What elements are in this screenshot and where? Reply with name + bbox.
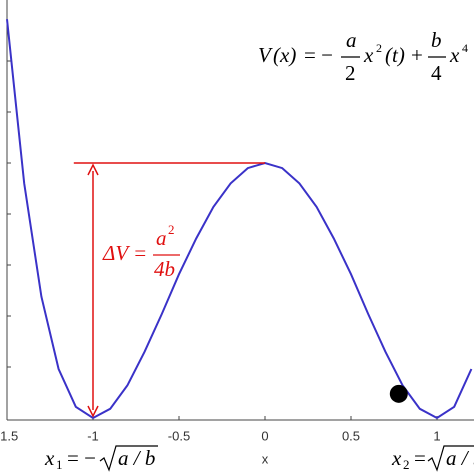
dv-exp: 2 — [168, 222, 175, 237]
eq-num: a — [346, 28, 357, 52]
eq-num: b — [431, 28, 442, 52]
dv-lhs: ΔV = — [102, 241, 147, 265]
root-eq: = − — [67, 446, 96, 470]
x-tick-label: -1 — [87, 428, 99, 443]
delta-v-label: ΔV = a 2 4b — [102, 222, 180, 281]
root-sub: 1 — [56, 457, 63, 472]
eq-exp: 4 — [462, 41, 468, 55]
root-radicand: a / b — [446, 446, 474, 470]
dv-num: a — [156, 226, 167, 250]
x-tick-label: 0 — [261, 428, 268, 443]
eq-term: x — [363, 43, 374, 67]
x-tick-label: 0.5 — [342, 428, 360, 443]
arrow-head — [87, 163, 99, 176]
eq-den: 2 — [345, 61, 356, 85]
eq-plus: + — [411, 43, 423, 67]
curve — [6, 19, 473, 420]
dv-den: 4b — [154, 257, 175, 281]
root-radicand: a / b — [118, 446, 155, 470]
sqrt-sign — [99, 445, 158, 472]
eq-den: 4 — [431, 61, 442, 85]
eq-lhs: V — [258, 43, 273, 67]
arrow-head — [87, 405, 99, 418]
eq-term: x — [449, 43, 460, 67]
x-tick-label: 1 — [433, 428, 440, 443]
eq-arg: (x) — [273, 43, 296, 67]
ball — [389, 384, 408, 403]
x-tick-label: -0.5 — [168, 428, 190, 443]
eq-exp: 2 — [376, 41, 382, 55]
eq-arg: (t) — [385, 43, 405, 67]
x-tick-label: -1.5 — [0, 428, 18, 443]
root-sub: 2 — [403, 457, 410, 472]
equation: V (x) = − a 2 x 2 (t) + b 4 x 4 — [258, 28, 468, 85]
root-lhs: x — [44, 446, 55, 470]
root-label: x 1 = − a / b x 2 = a / b — [44, 445, 474, 472]
x-axis-label: x — [262, 451, 269, 466]
eq-sign: = − — [304, 43, 333, 67]
sqrt-sign — [427, 445, 474, 472]
root-eq: = — [414, 446, 426, 470]
root-lhs: x — [391, 446, 402, 470]
